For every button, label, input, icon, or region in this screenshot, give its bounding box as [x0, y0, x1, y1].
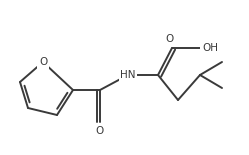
Text: O: O: [96, 126, 104, 136]
Text: O: O: [166, 34, 174, 44]
Text: HN: HN: [120, 70, 136, 80]
Text: O: O: [39, 57, 47, 67]
Text: OH: OH: [202, 43, 218, 53]
